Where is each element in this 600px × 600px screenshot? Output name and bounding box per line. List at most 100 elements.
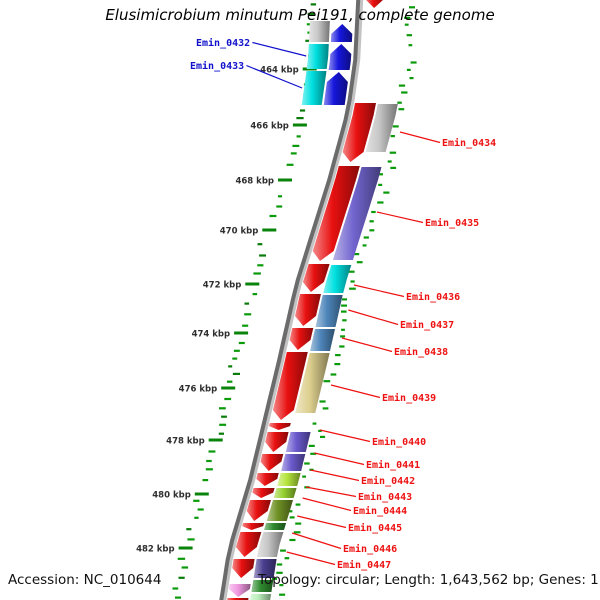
gene-category-block[interactable] [310, 329, 335, 351]
gene-label[interactable]: Emin_0433 [190, 60, 244, 72]
ruler-label: 476 kbp [179, 385, 218, 395]
label-leader-line [252, 41, 307, 57]
gene-label[interactable]: Emin_0440 [372, 436, 426, 448]
gene-arrow[interactable] [265, 432, 289, 452]
gene-arrow[interactable] [272, 352, 308, 420]
gene-arrow[interactable] [302, 264, 330, 292]
gene-label[interactable]: Emin_0439 [382, 392, 436, 404]
gene-category-block[interactable] [273, 488, 297, 498]
ruler-minor-tick [193, 499, 200, 502]
gene-arrow[interactable] [232, 559, 255, 578]
plot-dot [289, 516, 295, 519]
plot-dot [304, 462, 310, 465]
plot-dot [369, 229, 375, 232]
gene-track [227, 0, 398, 600]
gene-label[interactable]: Emin_0445 [348, 522, 402, 534]
ruler-minor-tick [299, 109, 306, 112]
pink-feature-arrow[interactable] [228, 584, 251, 597]
gene-arrow[interactable] [364, 0, 386, 8]
ruler-minor-tick [252, 293, 258, 296]
gene-label[interactable]: Emin_0446 [343, 543, 397, 555]
gene-arrow[interactable] [295, 294, 321, 326]
gene-arrow[interactable] [260, 454, 284, 471]
gene-label[interactable]: Emin_0435 [425, 217, 479, 229]
plot-dot [341, 310, 347, 313]
ruler-major-tick [194, 492, 209, 496]
gene-category-block[interactable] [277, 473, 301, 486]
ruler-minor-tick [219, 423, 227, 426]
plot-dot [363, 236, 369, 239]
gene-category-block[interactable] [301, 71, 327, 105]
gene-category-block[interactable] [315, 295, 343, 327]
gene-category-block[interactable] [323, 265, 352, 293]
gene-arrow[interactable] [246, 500, 271, 521]
label-leader-line [353, 284, 405, 298]
gene-label[interactable]: Emin_0436 [406, 291, 460, 303]
ruler-minor-tick [290, 152, 297, 155]
gene-arrow[interactable] [289, 328, 314, 350]
gene-category-block[interactable] [295, 353, 330, 413]
genome-summary-text: Topology: circular; Length: 1,643,562 bp… [258, 572, 600, 588]
gene-category-block[interactable] [285, 432, 311, 452]
gene-arrow[interactable] [330, 24, 353, 42]
gene-arrow[interactable] [328, 44, 352, 70]
gene-arrow[interactable] [269, 423, 291, 430]
gene-label[interactable]: Emin_0444 [353, 505, 407, 517]
gene-arrow[interactable] [323, 72, 348, 105]
gene-category-block[interactable] [256, 532, 284, 557]
gene-label[interactable]: Emin_0442 [361, 475, 415, 487]
gene-label[interactable]: Emin_0434 [442, 137, 496, 149]
gene-category-block[interactable] [253, 559, 277, 578]
leader-lines-layer [246, 41, 441, 566]
gene-label[interactable]: Emin_0441 [366, 459, 420, 471]
backbone-track [219, 0, 364, 600]
ruler-major-tick [278, 178, 292, 182]
ruler-label: 478 kbp [166, 437, 205, 447]
gene-category-block[interactable] [281, 454, 306, 471]
gene-category-block[interactable] [332, 167, 382, 260]
plot-dot [389, 151, 397, 154]
plot-dot [323, 380, 331, 383]
ruler-major-tick [262, 228, 277, 232]
gene-arrow[interactable] [242, 523, 265, 530]
gene-category-block[interactable] [266, 500, 293, 521]
gene-arrow[interactable] [252, 488, 275, 498]
ruler-label: 468 kbp [235, 177, 274, 187]
label-leader-line [341, 337, 393, 353]
gene-category-block[interactable] [365, 104, 398, 152]
label-leader-line [286, 551, 336, 566]
plot-dot [406, 68, 411, 71]
gene-label[interactable]: Emin_0432 [196, 37, 250, 49]
plot-dot [341, 304, 347, 307]
gene-label[interactable]: Emin_0437 [400, 319, 454, 331]
plot-dot [342, 319, 347, 322]
ruler-label: 466 kbp [250, 122, 289, 132]
plot-dot [378, 173, 383, 176]
gene-category-block[interactable] [251, 580, 274, 592]
gene-category-block[interactable] [308, 21, 330, 42]
gene-label[interactable]: Emin_0438 [394, 346, 448, 358]
plot-dot [302, 475, 306, 478]
gene-arrow[interactable] [256, 473, 279, 486]
gene-label[interactable]: Emin_0447 [337, 559, 391, 571]
plot-dots-layer [172, 3, 417, 599]
gene-label[interactable]: Emin_0443 [358, 491, 412, 503]
plot-dot [312, 422, 317, 425]
ruler-minor-tick [307, 12, 315, 15]
gene-category-block[interactable] [306, 44, 329, 69]
gene-arrow[interactable] [235, 532, 262, 557]
ruler-minor-tick [257, 264, 264, 267]
ruler-minor-tick [227, 380, 233, 383]
ruler-minor-tick [296, 135, 301, 138]
plot-dot [339, 345, 345, 348]
label-leader-line [319, 429, 371, 443]
gene-category-block[interactable] [264, 523, 287, 530]
label-leader-line [297, 515, 347, 529]
gene-category-block[interactable] [248, 594, 272, 600]
ruler-label: 464 kbp [260, 66, 299, 76]
ruler-minor-tick [197, 508, 204, 511]
gene-arrow[interactable] [312, 166, 360, 261]
ruler-minor-tick [238, 341, 245, 345]
gene-arrow[interactable] [342, 103, 376, 162]
ruler-minor-tick [208, 450, 216, 453]
